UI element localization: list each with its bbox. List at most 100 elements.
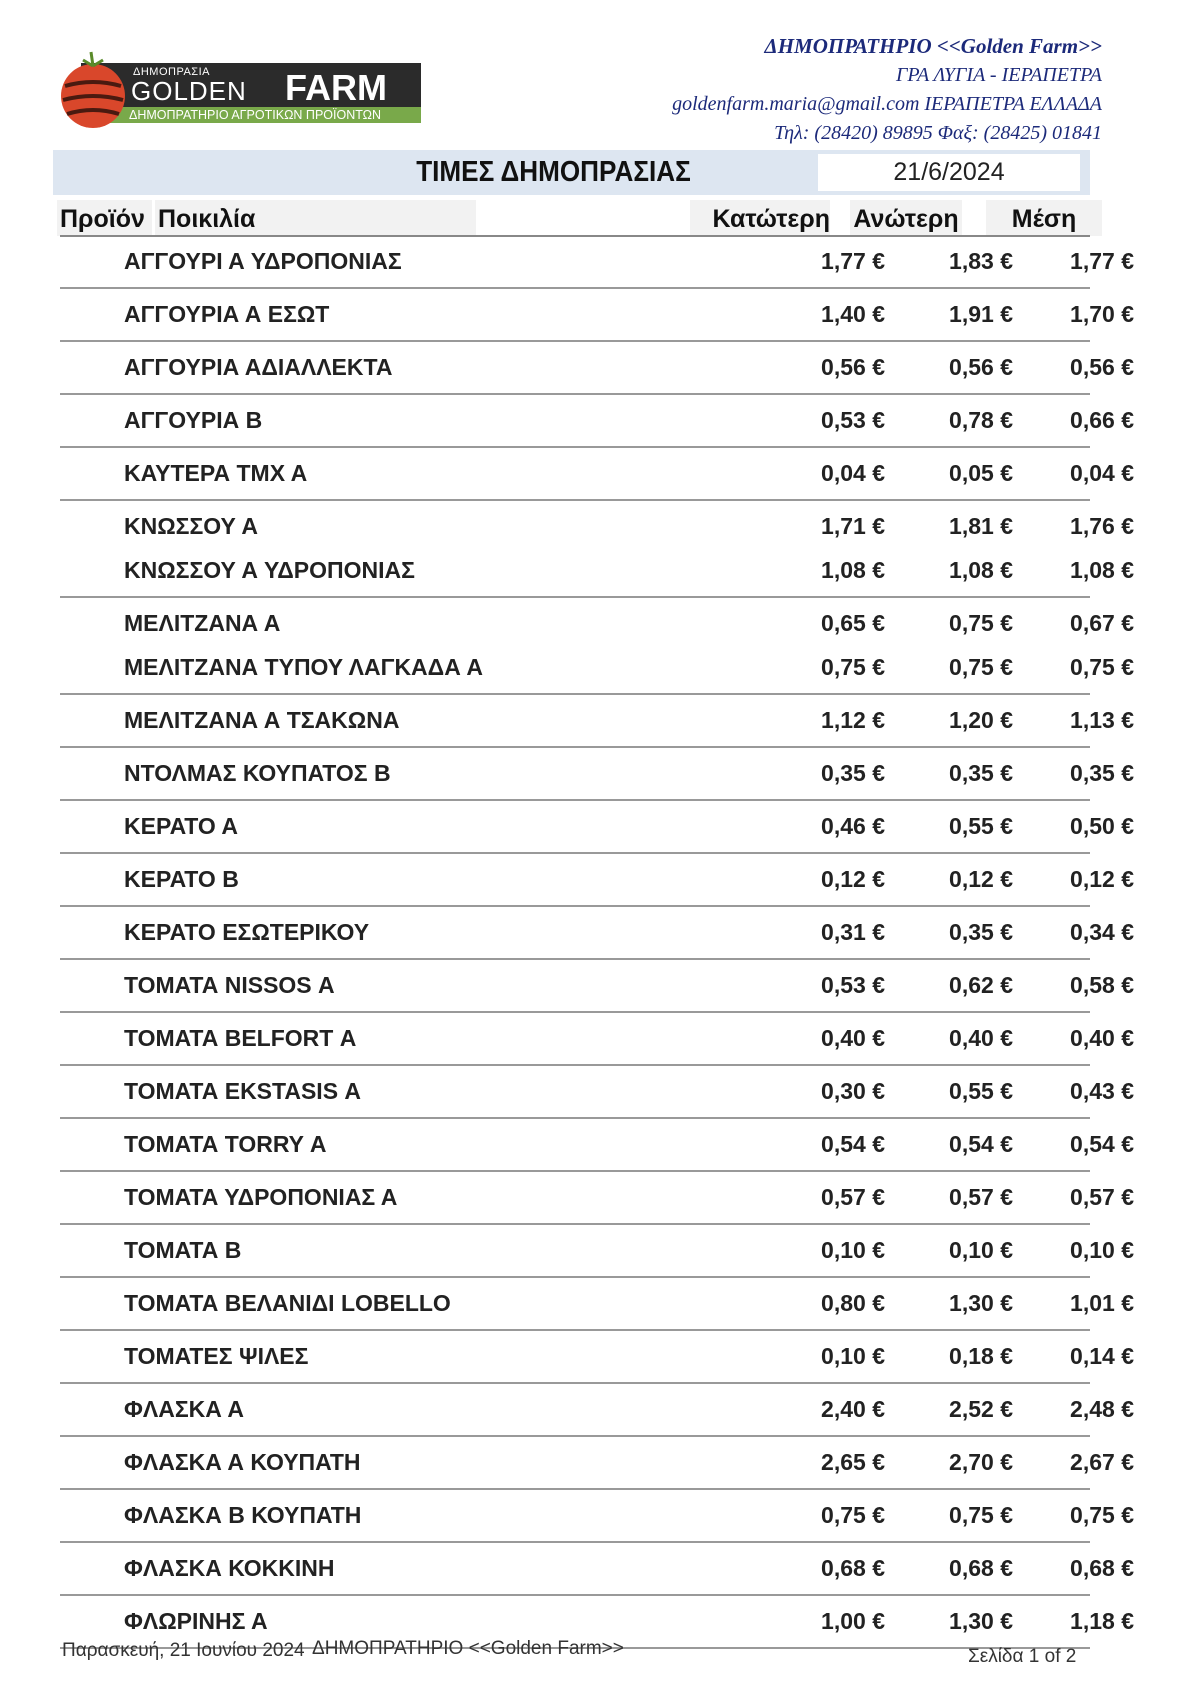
row-group: ΦΛΑΣΚΑ Α 2,40 € 2,52 € 2,48 € bbox=[60, 1384, 1134, 1437]
table-row: ΤΟΜΑΤΑ Β 0,10 € 0,10 € 0,10 € bbox=[60, 1228, 1134, 1272]
price-high: 0,05 € bbox=[949, 460, 1013, 486]
product-name: ΝΤΟΛΜΑΣ ΚΟΥΠΑΤΟΣ Β bbox=[124, 760, 391, 786]
table-row: ΚΝΩΣΣΟΥ Α ΥΔΡΟΠΟΝΙΑΣ 1,08 € 1,08 € 1,08 € bbox=[60, 548, 1134, 592]
row-group: ΦΛΑΣΚΑ Β ΚΟΥΠΑΤΗ 0,75 € 0,75 € 0,75 € bbox=[60, 1490, 1134, 1543]
row-group: ΤΟΜΑΤΑ EKSTASIS Α 0,30 € 0,55 € 0,43 € bbox=[60, 1066, 1134, 1119]
row-group: ΤΟΜΑΤΑ BELFORT Α 0,40 € 0,40 € 0,40 € bbox=[60, 1013, 1134, 1066]
product-name: ΤΟΜΑΤΑ ΥΔΡΟΠΟΝΙΑΣ Α bbox=[124, 1184, 398, 1210]
col-low: Κατώτερη bbox=[690, 200, 830, 236]
price-low: 1,40 € bbox=[821, 301, 885, 327]
table-row: ΝΤΟΛΜΑΣ ΚΟΥΠΑΤΟΣ Β 0,35 € 0,35 € 0,35 € bbox=[60, 751, 1134, 795]
price-avg: 0,66 € bbox=[1070, 407, 1134, 433]
header-divider bbox=[60, 235, 1090, 237]
row-group: ΤΟΜΑΤΑ TORRY Α 0,54 € 0,54 € 0,54 € bbox=[60, 1119, 1134, 1172]
table-row: ΚΕΡΑΤΟ ΕΣΩΤΕΡΙΚΟΥ 0,31 € 0,35 € 0,34 € bbox=[60, 910, 1134, 954]
price-high: 0,55 € bbox=[949, 813, 1013, 839]
auction-date: 21/6/2024 bbox=[818, 154, 1080, 191]
price-low: 2,40 € bbox=[821, 1396, 885, 1422]
price-high: 0,75 € bbox=[949, 1502, 1013, 1528]
price-high: 1,30 € bbox=[949, 1290, 1013, 1316]
price-low: 0,68 € bbox=[821, 1555, 885, 1581]
row-group: ΚΕΡΑΤΟ Β 0,12 € 0,12 € 0,12 € bbox=[60, 854, 1134, 907]
price-avg: 0,43 € bbox=[1070, 1078, 1134, 1104]
price-low: 0,35 € bbox=[821, 760, 885, 786]
col-avg: Μέση bbox=[986, 200, 1102, 236]
price-high: 0,78 € bbox=[949, 407, 1013, 433]
product-name: ΑΓΓΟΥΡΙ Α ΥΔΡΟΠΟΝΙΑΣ bbox=[124, 248, 402, 274]
price-high: 0,10 € bbox=[949, 1237, 1013, 1263]
price-avg: 1,70 € bbox=[1070, 301, 1134, 327]
price-avg: 0,67 € bbox=[1070, 610, 1134, 636]
price-high: 1,08 € bbox=[949, 557, 1013, 583]
price-high: 0,54 € bbox=[949, 1131, 1013, 1157]
table-row: ΤΟΜΑΤΑ NISSOS Α 0,53 € 0,62 € 0,58 € bbox=[60, 963, 1134, 1007]
price-high: 1,91 € bbox=[949, 301, 1013, 327]
row-group: ΚΕΡΑΤΟ Α 0,46 € 0,55 € 0,50 € bbox=[60, 801, 1134, 854]
price-high: 2,52 € bbox=[949, 1396, 1013, 1422]
price-avg: 0,57 € bbox=[1070, 1184, 1134, 1210]
price-high: 1,83 € bbox=[949, 248, 1013, 274]
price-high: 0,35 € bbox=[949, 760, 1013, 786]
price-avg: 1,76 € bbox=[1070, 513, 1134, 539]
price-high: 0,18 € bbox=[949, 1343, 1013, 1369]
product-name: ΚΝΩΣΣΟΥ Α bbox=[124, 513, 259, 539]
price-low: 0,80 € bbox=[821, 1290, 885, 1316]
price-avg: 1,18 € bbox=[1070, 1608, 1134, 1634]
product-name: ΦΛΩΡΙΝΗΣ Α bbox=[124, 1608, 268, 1634]
table-row: ΦΛΑΣΚΑ Β ΚΟΥΠΑΤΗ 0,75 € 0,75 € 0,75 € bbox=[60, 1493, 1134, 1537]
product-name: ΚΕΡΑΤΟ ΕΣΩΤΕΡΙΚΟΥ bbox=[124, 919, 370, 945]
price-high: 0,68 € bbox=[949, 1555, 1013, 1581]
price-high: 0,56 € bbox=[949, 354, 1013, 380]
price-avg: 0,04 € bbox=[1070, 460, 1134, 486]
row-group: ΦΛΑΣΚΑ Α ΚΟΥΠΑΤΗ 2,65 € 2,70 € 2,67 € bbox=[60, 1437, 1134, 1490]
footer-company: ΔΗΜΟΠΡΑΤΗΡΙΟ <<Golden Farm>> bbox=[312, 1638, 624, 1659]
row-group: ΦΛΩΡΙΝΗΣ Α 1,00 € 1,30 € 1,18 € bbox=[60, 1596, 1134, 1649]
price-avg: 1,08 € bbox=[1070, 557, 1134, 583]
row-group: ΚΑΥΤΕΡΑ ΤΜΧ Α 0,04 € 0,05 € 0,04 € bbox=[60, 448, 1134, 501]
price-avg: 0,75 € bbox=[1070, 654, 1134, 680]
page-number: Σελίδα 1 of 2 bbox=[968, 1646, 1077, 1667]
price-high: 2,70 € bbox=[949, 1449, 1013, 1475]
price-low: 1,12 € bbox=[821, 707, 885, 733]
price-avg: 0,75 € bbox=[1070, 1502, 1134, 1528]
row-group: ΚΝΩΣΣΟΥ Α 1,71 € 1,81 € 1,76 € ΚΝΩΣΣΟΥ Α ΥΔΡ… bbox=[60, 501, 1134, 598]
row-group: ΤΟΜΑΤΑ ΒΕΛΑΝΙΔΙ LOBELLO 0,80 € 1,30 € 1,01 … bbox=[60, 1278, 1134, 1331]
product-name: ΤΟΜΑΤΑ TORRY Α bbox=[124, 1131, 327, 1157]
product-name: ΦΛΑΣΚΑ ΚΟΚΚΙΝΗ bbox=[124, 1555, 335, 1581]
price-low: 1,77 € bbox=[821, 248, 885, 274]
product-name: ΚΑΥΤΕΡΑ ΤΜΧ Α bbox=[124, 460, 308, 486]
row-group: ΤΟΜΑΤΕΣ ΨΙΛΕΣ 0,10 € 0,18 € 0,14 € bbox=[60, 1331, 1134, 1384]
price-high: 0,55 € bbox=[949, 1078, 1013, 1104]
row-group: ΤΟΜΑΤΑ ΥΔΡΟΠΟΝΙΑΣ Α 0,57 € 0,57 € 0,57 € bbox=[60, 1172, 1134, 1225]
table-row: ΜΕΛΙΤΖΑΝΑ Α 0,65 € 0,75 € 0,67 € bbox=[60, 601, 1134, 645]
price-table: ΑΓΓΟΥΡΙ Α ΥΔΡΟΠΟΝΙΑΣ 1,77 €1,83 €1,77 € ΑΓ… bbox=[60, 236, 1134, 1649]
price-high: 1,20 € bbox=[949, 707, 1013, 733]
price-avg: 1,13 € bbox=[1070, 707, 1134, 733]
table-row: ΑΓΓΟΥΡΙΑ Α ΕΣΩΤ 1,40 € 1,91 € 1,70 € bbox=[60, 292, 1134, 336]
price-high: 0,75 € bbox=[949, 610, 1013, 636]
price-low: 0,53 € bbox=[821, 407, 885, 433]
row-group: ΑΓΓΟΥΡΙ Α ΥΔΡΟΠΟΝΙΑΣ 1,77 € 1,83 € 1,77 € bbox=[60, 236, 1134, 289]
price-high: 1,81 € bbox=[949, 513, 1013, 539]
price-high: 0,75 € bbox=[949, 654, 1013, 680]
table-row: ΚΝΩΣΣΟΥ Α 1,71 € 1,81 € 1,76 € bbox=[60, 504, 1134, 548]
table-row: ΚΕΡΑΤΟ Α 0,46 € 0,55 € 0,50 € bbox=[60, 804, 1134, 848]
price-low: 0,04 € bbox=[821, 460, 885, 486]
product-name: ΑΓΓΟΥΡΙΑ ΑΔΙΑΛΛΕΚΤΑ bbox=[124, 354, 393, 380]
table-row: ΦΛΑΣΚΑ ΚΟΚΚΙΝΗ 0,68 € 0,68 € 0,68 € bbox=[60, 1546, 1134, 1590]
price-low: 0,65 € bbox=[821, 610, 885, 636]
table-row: ΤΟΜΑΤΑ ΥΔΡΟΠΟΝΙΑΣ Α 0,57 € 0,57 € 0,57 € bbox=[60, 1175, 1134, 1219]
row-group: ΑΓΓΟΥΡΙΑ Β 0,53 € 0,78 € 0,66 € bbox=[60, 395, 1134, 448]
table-row: ΑΓΓΟΥΡΙΑ Β 0,53 € 0,78 € 0,66 € bbox=[60, 398, 1134, 442]
row-group: ΦΛΑΣΚΑ ΚΟΚΚΙΝΗ 0,68 € 0,68 € 0,68 € bbox=[60, 1543, 1134, 1596]
price-avg: 0,56 € bbox=[1070, 354, 1134, 380]
product-name: ΤΟΜΑΤΑ Β bbox=[124, 1237, 242, 1263]
price-low: 1,08 € bbox=[821, 557, 885, 583]
row-group: ΑΓΓΟΥΡΙΑ ΑΔΙΑΛΛΕΚΤΑ 0,56 € 0,56 € 0,56 € bbox=[60, 342, 1134, 395]
price-low: 1,71 € bbox=[821, 513, 885, 539]
price-avg: 0,14 € bbox=[1070, 1343, 1134, 1369]
price-avg: 0,54 € bbox=[1070, 1131, 1134, 1157]
product-name: ΜΕΛΙΤΖΑΝΑ Α ΤΣΑΚΩΝΑ bbox=[124, 707, 400, 733]
price-avg: 0,35 € bbox=[1070, 760, 1134, 786]
row-group: ΜΕΛΙΤΖΑΝΑ Α 0,65 € 0,75 € 0,67 € ΜΕΛΙΤΖΑΝΑ Τ… bbox=[60, 598, 1134, 695]
